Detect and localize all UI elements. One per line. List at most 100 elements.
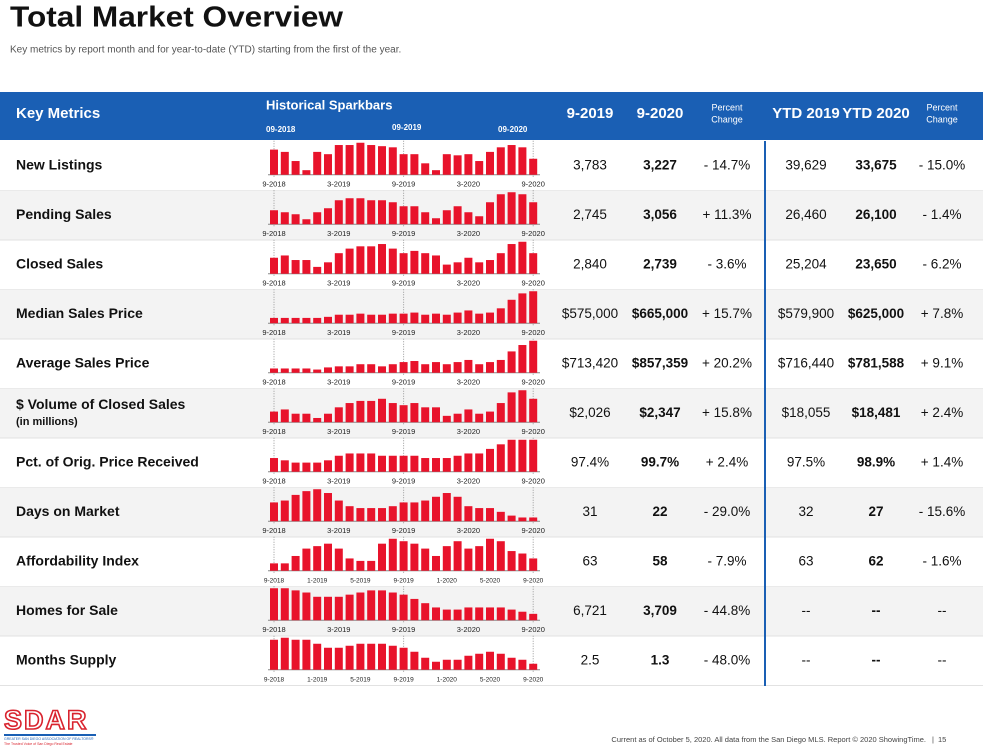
- cell: --: [872, 652, 881, 667]
- cell: 2.5: [581, 652, 600, 667]
- spark-label: 9-2019: [392, 229, 415, 238]
- sparkbar: [486, 312, 494, 324]
- sparkbar: [432, 607, 440, 621]
- sparkbar: [345, 145, 354, 175]
- sparkbar: [356, 453, 365, 472]
- sparkbar: [442, 415, 451, 423]
- sparkbar: [475, 413, 484, 423]
- sparkbar: [486, 151, 494, 175]
- spark-label: 9-2020: [522, 625, 545, 634]
- sparkbar: [388, 147, 397, 175]
- sparkbar: [507, 609, 516, 621]
- cell: 98.9%: [857, 454, 895, 469]
- sparkbar: [475, 607, 484, 621]
- sparkbar: [356, 592, 365, 621]
- sparkbar: [367, 560, 376, 571]
- sparkbar: [410, 651, 419, 670]
- spark-label: 3-2019: [327, 279, 350, 288]
- sparkbar: [291, 368, 300, 373]
- spark-label: 9-2018: [262, 427, 285, 436]
- sparkbar: [442, 458, 451, 472]
- metric-label: Months Supply: [16, 651, 117, 667]
- sparkbar: [270, 257, 278, 274]
- sparkbar: [410, 312, 419, 324]
- spark-label: 9-2019: [392, 625, 415, 634]
- cell: $18,481: [852, 405, 901, 420]
- sparkbar: [324, 262, 332, 274]
- header-cell: Historical Sparkbars: [266, 97, 392, 112]
- logo-line: GREATER SAN DIEGO ASSOCIATION OF REALTOR…: [4, 737, 94, 741]
- sparkbar: [507, 351, 516, 373]
- sparkbar: [378, 200, 386, 225]
- sparkbar: [410, 154, 419, 175]
- sparkbar: [464, 359, 473, 373]
- sparkbar: [496, 147, 505, 175]
- sparkbar: [367, 246, 376, 274]
- sparkbar: [432, 458, 440, 472]
- sparkbar: [496, 511, 505, 522]
- cell: 26,100: [855, 207, 896, 222]
- spark-label: 1-2019: [307, 676, 328, 683]
- sparkbar: [529, 253, 538, 274]
- sparkbar: [378, 398, 386, 423]
- cell: $2,026: [569, 405, 610, 420]
- sparkbar: [334, 455, 343, 472]
- sparkbar: [464, 409, 473, 423]
- sparkbar: [453, 262, 462, 274]
- sparkbar: [324, 596, 332, 621]
- spark-label: 3-2019: [327, 378, 350, 387]
- spark-label: 9-2020: [522, 477, 545, 486]
- cell: 63: [582, 553, 597, 568]
- sparkbar: [410, 206, 419, 225]
- spark-label: 9-2018: [262, 279, 285, 288]
- sparkbar: [464, 310, 473, 324]
- spark-label: 9-2019: [392, 180, 415, 189]
- header-cell: Key Metrics: [16, 105, 100, 122]
- sparkbar: [421, 163, 430, 175]
- spark-label: 3-2019: [327, 477, 350, 486]
- sparkbar: [507, 657, 516, 670]
- cell: $2,347: [639, 405, 680, 420]
- sparkbar: [313, 417, 322, 423]
- sparkbar: [270, 210, 278, 225]
- sparkbar: [313, 151, 322, 175]
- header: Key Metrics Historical Sparkbars 09-2018…: [16, 97, 958, 134]
- spark-label: 9-2020: [522, 229, 545, 238]
- sparkbar: [367, 314, 376, 324]
- spark-label: 5-2020: [480, 676, 501, 683]
- sparkbar: [475, 546, 484, 571]
- sparkbar: [280, 409, 289, 423]
- cell: + 1.4%: [921, 454, 963, 469]
- sparkbar: [399, 313, 408, 324]
- sparkbar: [475, 508, 484, 522]
- header-cell: Change: [711, 114, 743, 124]
- sparkbar: [442, 264, 451, 274]
- cell: - 15.0%: [919, 157, 966, 172]
- sparkbar: [345, 645, 354, 670]
- sparkbar: [421, 314, 430, 324]
- spark-label: 9-2018: [262, 378, 285, 387]
- spark-label: 9-2020: [523, 676, 544, 683]
- cell: --: [872, 603, 881, 618]
- sparkbar: [453, 496, 462, 522]
- spark-label: 1-2020: [437, 676, 458, 683]
- sparkbar: [334, 647, 343, 670]
- cell: + 11.3%: [703, 207, 752, 222]
- cell: --: [802, 652, 811, 667]
- sparkbar: [378, 244, 386, 274]
- sparkbar: [270, 502, 278, 522]
- cell: $857,359: [632, 355, 688, 370]
- spark-label: 9-2020: [523, 577, 544, 584]
- sparkbar: [529, 158, 538, 175]
- sparkbar: [518, 390, 527, 423]
- sparkbar: [302, 413, 311, 423]
- cell: 31: [582, 504, 597, 519]
- sparkbar: [334, 407, 343, 423]
- sparkbar: [324, 367, 332, 373]
- sparkbar: [356, 560, 365, 571]
- sparkbar: [507, 299, 516, 324]
- sparkbar: [410, 361, 419, 373]
- sparkbar: [529, 291, 538, 324]
- sparkbar: [453, 659, 462, 670]
- cell: $579,900: [778, 306, 834, 321]
